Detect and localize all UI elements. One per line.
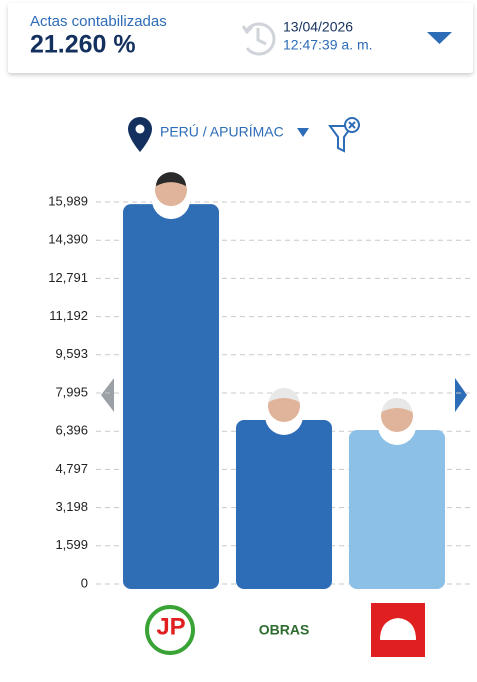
y-tick-label: 12,791 bbox=[48, 270, 88, 285]
counted-label: Actas contabilizadas bbox=[30, 13, 167, 30]
next-arrow[interactable] bbox=[455, 378, 467, 412]
location-dropdown[interactable] bbox=[297, 128, 309, 137]
category-logo-text: OBRAS bbox=[259, 622, 310, 638]
y-tick-label: 7,995 bbox=[55, 384, 88, 399]
y-tick-label: 3,198 bbox=[55, 499, 88, 514]
location-pin bbox=[128, 117, 152, 152]
date: 13/04/2026 bbox=[283, 19, 353, 35]
candidate-hair bbox=[269, 387, 299, 402]
filter-icon[interactable] bbox=[328, 117, 360, 153]
y-tick-label: 14,390 bbox=[48, 232, 88, 247]
clock-icon bbox=[241, 22, 276, 56]
category-logo-text: JP bbox=[156, 613, 185, 640]
y-tick-label: 11,192 bbox=[49, 308, 88, 323]
bar bbox=[123, 204, 219, 589]
logo-3 bbox=[371, 603, 425, 657]
candidate-hair bbox=[156, 172, 186, 187]
location-pin-dot bbox=[135, 124, 145, 134]
bar bbox=[236, 419, 332, 589]
location[interactable]: PERÚ / APURÍMAC bbox=[160, 124, 284, 140]
y-tick-label: 0 bbox=[81, 575, 88, 590]
prev-arrow[interactable] bbox=[101, 378, 114, 412]
dropdown-arrow[interactable] bbox=[427, 32, 452, 44]
y-tick-label: 6,396 bbox=[55, 423, 88, 438]
counted-percentage: 21.260 % bbox=[30, 31, 136, 59]
y-tick-label: 1,599 bbox=[55, 537, 88, 552]
logo-jp bbox=[145, 605, 195, 655]
bar bbox=[349, 429, 445, 589]
y-tick-label: 9,593 bbox=[55, 346, 88, 361]
y-tick-label: 15,989 bbox=[48, 193, 88, 208]
y-tick-label: 4,797 bbox=[55, 461, 88, 476]
header-card bbox=[8, 3, 473, 73]
candidate-hair bbox=[382, 397, 412, 412]
plot: 0 1,599 3,198 4,797 6,396 7,995 9,593 11,192 12,… bbox=[48, 172, 470, 640]
time: 12:47:39 a. m. bbox=[283, 37, 373, 53]
